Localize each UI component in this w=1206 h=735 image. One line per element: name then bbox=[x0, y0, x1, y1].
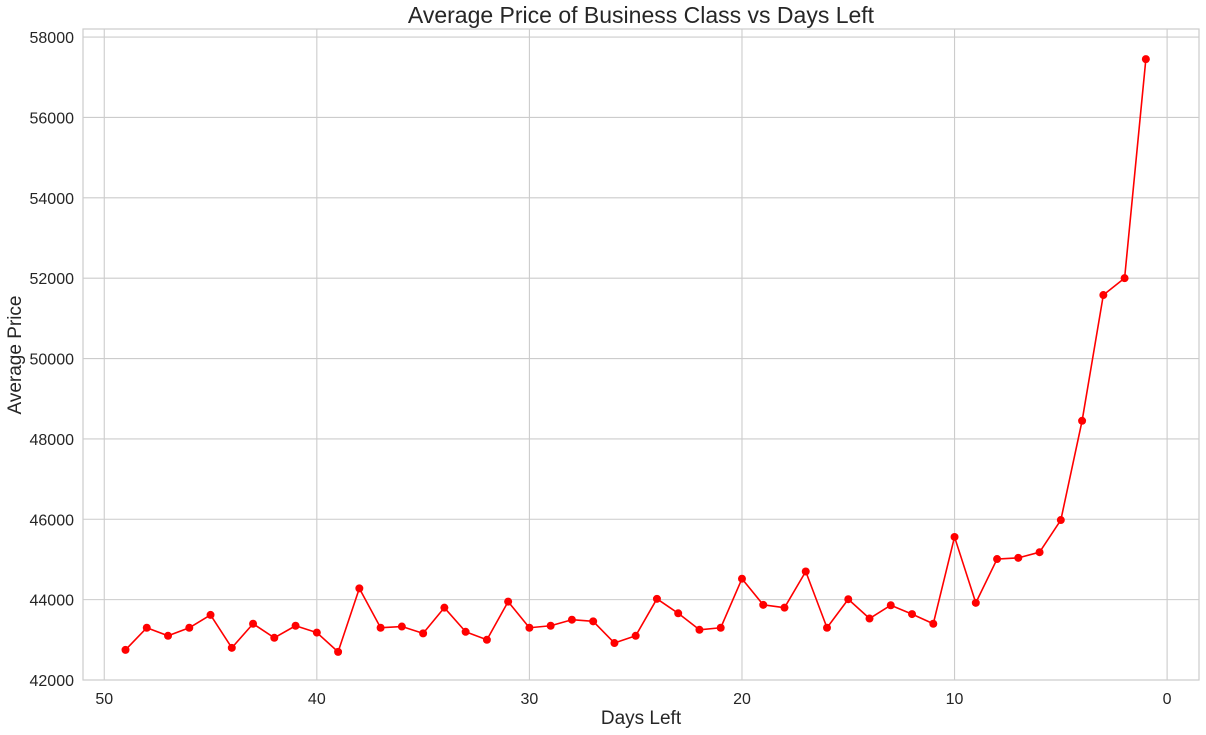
data-point bbox=[206, 610, 215, 619]
data-point bbox=[950, 532, 959, 541]
data-point bbox=[334, 647, 343, 656]
y-tick-label: 44000 bbox=[30, 593, 75, 610]
data-point bbox=[1078, 416, 1087, 425]
data-point bbox=[1014, 553, 1023, 562]
data-point bbox=[185, 623, 194, 632]
data-point bbox=[610, 639, 619, 648]
data-point bbox=[716, 623, 725, 632]
data-point bbox=[397, 622, 406, 631]
data-point bbox=[376, 623, 385, 632]
plot-frame bbox=[82, 28, 1200, 681]
data-point bbox=[419, 629, 428, 638]
data-point bbox=[886, 601, 895, 610]
data-point bbox=[865, 614, 874, 623]
data-point bbox=[674, 609, 683, 618]
data-point bbox=[1120, 274, 1129, 283]
data-point bbox=[567, 615, 576, 624]
data-point bbox=[695, 625, 704, 634]
data-point bbox=[440, 603, 449, 612]
y-tick-label: 48000 bbox=[30, 432, 75, 449]
x-axis-label: Days Left bbox=[601, 708, 682, 729]
data-point bbox=[249, 619, 258, 628]
data-point bbox=[164, 631, 173, 640]
y-tick-labels: 42000 44000 46000 48000 50000 52000 54000 56000… bbox=[30, 30, 75, 690]
data-point bbox=[993, 555, 1002, 564]
data-point bbox=[1056, 516, 1065, 525]
x-gridlines bbox=[103, 29, 1168, 680]
y-gridlines bbox=[83, 36, 1199, 681]
data-point bbox=[908, 610, 917, 619]
data-point bbox=[589, 617, 598, 626]
data-point bbox=[525, 623, 534, 632]
data-point bbox=[1099, 291, 1108, 300]
data-point bbox=[312, 628, 321, 637]
data-point bbox=[1035, 548, 1044, 557]
data-point bbox=[737, 574, 746, 583]
data-point bbox=[504, 597, 513, 606]
data-point bbox=[461, 627, 470, 636]
data-point bbox=[270, 633, 279, 642]
data-point bbox=[929, 619, 938, 628]
series-layer bbox=[121, 55, 1150, 656]
x-tick-label: 50 bbox=[95, 691, 113, 708]
y-tick-label: 56000 bbox=[30, 110, 75, 127]
data-point bbox=[631, 631, 640, 640]
data-point bbox=[801, 567, 810, 576]
data-point bbox=[291, 621, 300, 630]
data-point bbox=[1141, 55, 1150, 64]
data-point bbox=[546, 621, 555, 630]
x-tick-label: 30 bbox=[521, 691, 539, 708]
data-point bbox=[482, 635, 491, 644]
x-tick-label: 20 bbox=[733, 691, 751, 708]
x-tick-label: 10 bbox=[946, 691, 964, 708]
data-point bbox=[823, 623, 831, 632]
y-tick-label: 42000 bbox=[30, 673, 75, 690]
y-tick-label: 52000 bbox=[30, 271, 75, 288]
data-point bbox=[759, 600, 768, 609]
data-point bbox=[121, 645, 130, 654]
y-tick-label: 46000 bbox=[30, 512, 75, 529]
data-point bbox=[780, 603, 789, 612]
data-point bbox=[844, 595, 853, 604]
x-tick-labels: 50 40 30 20 10 0 bbox=[95, 691, 1171, 708]
chart-title: Average Price of Business Class vs Days … bbox=[408, 2, 875, 28]
y-tick-label: 58000 bbox=[30, 30, 75, 47]
data-point bbox=[227, 643, 236, 652]
y-tick-label: 50000 bbox=[30, 352, 75, 369]
data-point bbox=[971, 598, 980, 607]
data-point bbox=[652, 594, 661, 603]
y-axis-label: Average Price bbox=[5, 296, 26, 415]
data-point bbox=[142, 623, 151, 632]
y-tick-label: 54000 bbox=[30, 191, 75, 208]
x-tick-label: 40 bbox=[308, 691, 326, 708]
x-tick-label: 0 bbox=[1163, 691, 1172, 708]
data-point bbox=[355, 584, 364, 593]
